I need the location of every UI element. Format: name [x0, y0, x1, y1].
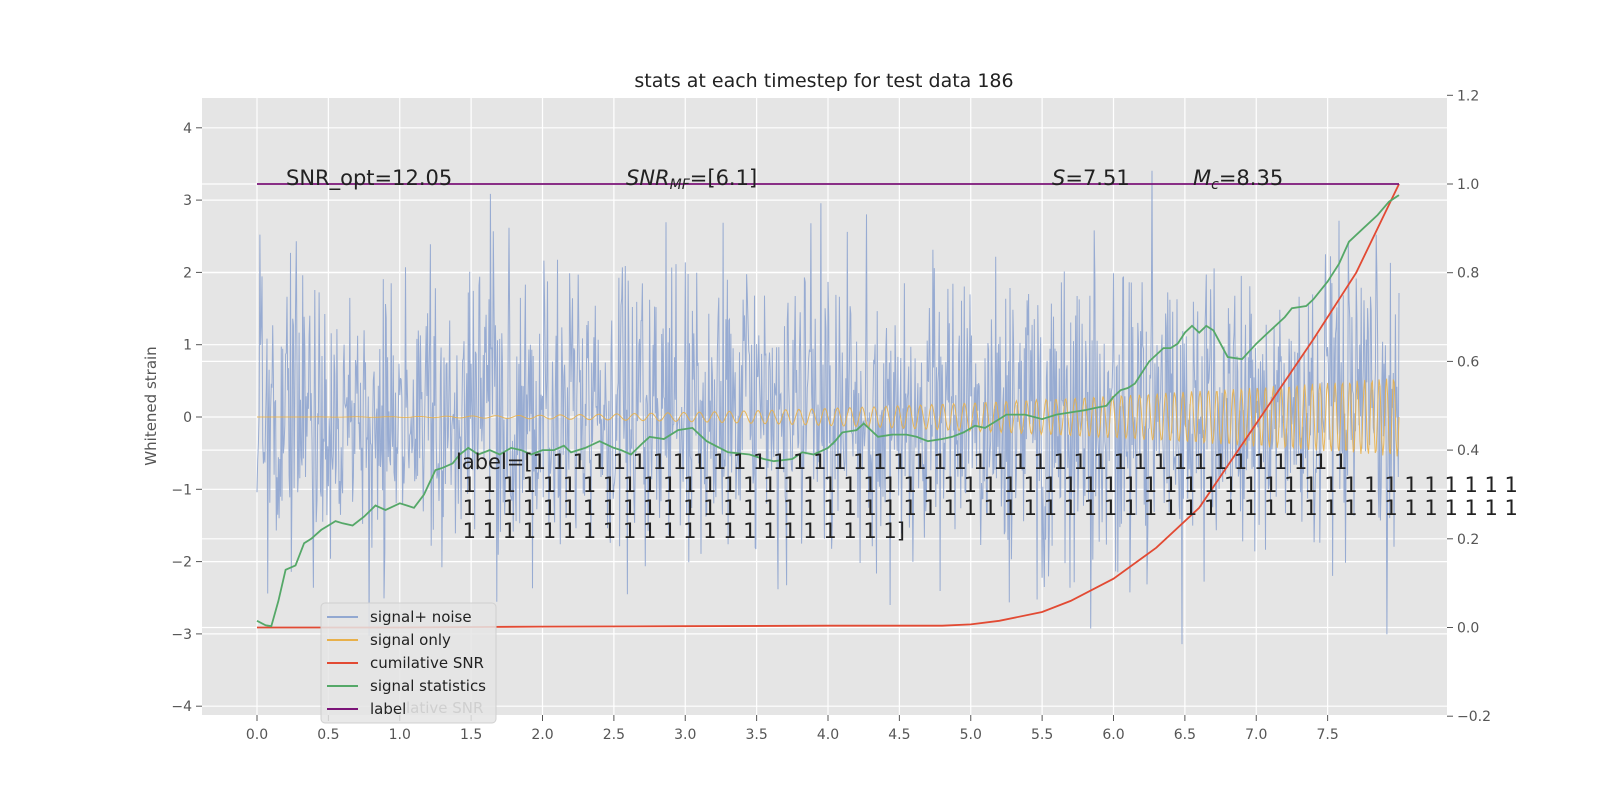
mc-annotation: Mc=8.35: [1193, 166, 1283, 193]
left-tick-label: −2: [171, 555, 192, 571]
s-value: =7.51: [1065, 166, 1129, 190]
x-tick-label: 1.5: [460, 727, 482, 743]
x-tick-label: 0.0: [246, 727, 268, 743]
legend-label-cumulative-snr: cumilative SNR: [370, 654, 484, 672]
x-tick-label: 7.5: [1316, 727, 1338, 743]
mc-subscript: c: [1211, 177, 1219, 193]
label-annotation: label=[1 1 1 1 1 1 1 1 1 1 1 1 1 1 1 1 1…: [456, 450, 1518, 543]
x-tick-label: 3.0: [674, 727, 696, 743]
y-axis-label: Whitened strain: [142, 346, 160, 465]
legend-label-signal-only: signal only: [370, 631, 451, 649]
x-tick-label: 6.5: [1174, 727, 1196, 743]
x-tick-label: 0.5: [317, 727, 339, 743]
left-tick-label: 3: [183, 193, 192, 209]
series-cumulative-snr: [257, 183, 1400, 629]
left-tick-label: −1: [171, 482, 192, 498]
label-line-4: 1 1 1 1 1 1 1 1 1 1 1 1 1 1 1 1 1 1 1 1 …: [456, 519, 905, 543]
s-annotation: S=7.51: [1052, 166, 1130, 190]
right-y-axis: −0.2 0.0 0.2 0.4 0.6 0.8 1.0 1.2: [1447, 88, 1491, 725]
legend-label-label: label: [370, 700, 406, 718]
legend: lative SNR signal+ noise signal only cum…: [320, 602, 497, 724]
x-tick-label: 6.0: [1102, 727, 1124, 743]
right-tick-label: 0.2: [1457, 532, 1479, 548]
label-line-1: label=[1 1 1 1 1 1 1 1 1 1 1 1 1 1 1 1 1…: [456, 450, 1347, 474]
x-axis: 0.0 0.5 1.0 1.5 2.0 2.5 3.0 3.5 4.0 4.5 5.0 5.5 6.0 6…: [246, 715, 1339, 743]
right-tick-label: 0.8: [1457, 266, 1479, 282]
legend-box: [320, 602, 497, 724]
mc-value: =8.35: [1219, 166, 1283, 190]
x-tick-label: 4.0: [817, 727, 839, 743]
series-signal-statistics: [256, 194, 1400, 628]
x-tick-label: 7.0: [1245, 727, 1267, 743]
label-line-2: 1 1 1 1 1 1 1 1 1 1 1 1 1 1 1 1 1 1 1 1 …: [456, 473, 1518, 497]
x-tick-label: 1.0: [389, 727, 411, 743]
series-signal-noise: [256, 170, 1400, 645]
right-tick-label: 1.2: [1457, 88, 1479, 104]
x-tick-label: 2.0: [531, 727, 553, 743]
s-symbol: S: [1052, 166, 1065, 190]
series-lines: [256, 170, 1400, 645]
x-tick-label: 4.5: [888, 727, 910, 743]
series-signal-only: [257, 378, 1400, 457]
legend-label-signal-noise: signal+ noise: [370, 608, 472, 626]
snr-mf-annotation: SNRMF=[6.1]: [626, 166, 757, 193]
x-tick-label: 5.0: [960, 727, 982, 743]
left-tick-label: 4: [183, 121, 192, 137]
right-tick-label: 1.0: [1457, 177, 1479, 193]
right-tick-label: 0.0: [1457, 621, 1479, 637]
left-tick-label: 0: [183, 410, 192, 426]
snr-opt-annotation: SNR_opt=12.05: [286, 166, 452, 191]
legend-label-signal-statistics: signal statistics: [370, 677, 486, 695]
mc-symbol: M: [1193, 166, 1211, 190]
x-tick-label: 5.5: [1031, 727, 1053, 743]
left-tick-label: 2: [183, 265, 192, 281]
snr-mf-subscript: MF: [670, 177, 691, 193]
right-tick-label: 0.6: [1457, 354, 1479, 370]
left-tick-label: 1: [183, 338, 192, 354]
snr-mf-symbol: SNR: [626, 166, 670, 190]
x-tick-label: 3.5: [745, 727, 767, 743]
left-tick-label: −3: [171, 627, 192, 643]
legend-ghost-text: lative SNR: [406, 699, 483, 717]
snr-mf-value: =[6.1]: [690, 166, 757, 190]
right-tick-label: 0.4: [1457, 443, 1479, 459]
left-y-axis: −4 −3 −2 −1 0 1 2 3 4: [171, 121, 202, 715]
chart-title: stats at each timestep for test data 186: [634, 70, 1013, 92]
right-tick-label: −0.2: [1457, 709, 1491, 725]
x-tick-label: 2.5: [603, 727, 625, 743]
left-tick-label: −4: [171, 699, 192, 715]
label-line-3: 1 1 1 1 1 1 1 1 1 1 1 1 1 1 1 1 1 1 1 1 …: [456, 496, 1518, 520]
